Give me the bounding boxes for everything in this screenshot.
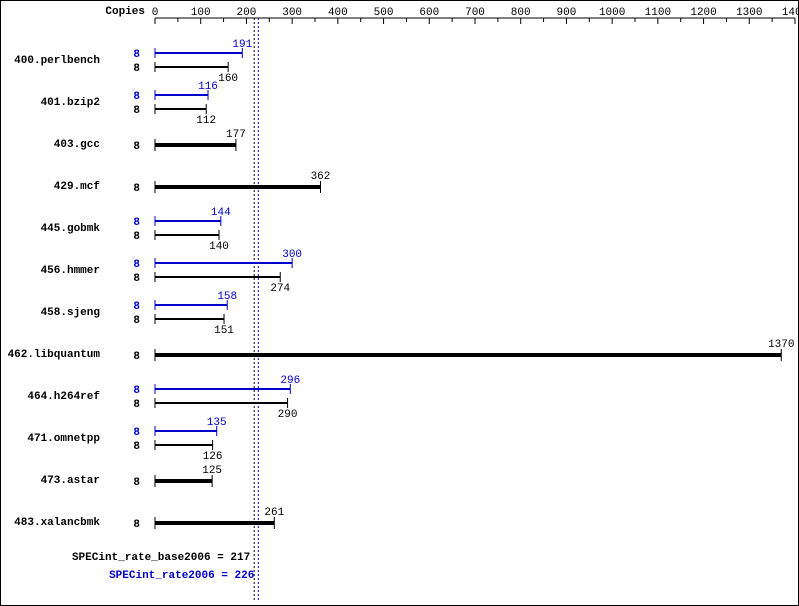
axis-tick-label: 100 [191, 7, 211, 19]
benchmark-name: 471.omnetpp [27, 433, 100, 445]
benchmark-name: 462.libquantum [8, 349, 101, 361]
copies-value: 8 [133, 315, 140, 327]
axis-tick-label: 500 [374, 7, 394, 19]
axis-tick-label: 400 [328, 7, 348, 19]
copies-value: 8 [133, 477, 140, 489]
bar-value-label: 135 [207, 417, 227, 429]
axis-tick-label: 1000 [599, 7, 625, 19]
bar-value-label: 300 [282, 249, 302, 261]
axis-tick-label: 1300 [736, 7, 762, 19]
axis-tick-label: 0 [152, 7, 159, 19]
benchmark-name: 400.perlbench [14, 55, 100, 67]
axis-tick-label: 200 [237, 7, 257, 19]
copies-value: 8 [133, 231, 140, 243]
bar-value-label: 140 [209, 241, 229, 253]
copies-value: 8 [133, 441, 140, 453]
benchmark-name: 403.gcc [54, 139, 100, 151]
bar-value-label: 125 [202, 465, 222, 477]
copies-value: 8 [133, 351, 140, 363]
bar-value-label: 126 [203, 451, 223, 463]
bar-value-label: 274 [270, 283, 290, 295]
chart-border [1, 1, 799, 606]
benchmark-name: 456.hmmer [41, 265, 100, 277]
copies-value: 8 [133, 301, 140, 313]
axis-tick-label: 300 [282, 7, 302, 19]
bar-value-label: 362 [311, 171, 331, 183]
copies-value: 8 [133, 183, 140, 195]
copies-value: 8 [133, 217, 140, 229]
axis-tick-label: 1200 [690, 7, 716, 19]
copies-value: 8 [133, 49, 140, 61]
copies-value: 8 [133, 259, 140, 271]
copies-value: 8 [133, 105, 140, 117]
benchmark-name: 401.bzip2 [41, 97, 100, 109]
bar-value-label: 261 [264, 507, 284, 519]
bar-value-label: 177 [226, 129, 246, 141]
copies-value: 8 [133, 273, 140, 285]
copies-value: 8 [133, 141, 140, 153]
benchmark-name: 445.gobmk [41, 223, 101, 235]
bar-value-label: 158 [217, 291, 237, 303]
bar-value-label: 191 [232, 39, 252, 51]
benchmark-name: 483.xalancbmk [14, 517, 100, 529]
bar-value-label: 151 [214, 325, 234, 337]
footer-base-label: SPECint_rate_base2006 = 217 [72, 552, 250, 564]
copies-value: 8 [133, 385, 140, 397]
axis-tick-label: 600 [419, 7, 439, 19]
bar-value-label: 116 [198, 81, 218, 93]
axis-tick-label: 900 [557, 7, 577, 19]
axis-tick-label: 800 [511, 7, 531, 19]
spec-benchmark-chart: 0 100 200 300 400 500 600 700 800 900 1000 1100 1200… [0, 0, 799, 606]
copies-value: 8 [133, 427, 140, 439]
footer-rate-label: SPECint_rate2006 = 226 [109, 570, 254, 582]
benchmark-name: 429.mcf [54, 181, 101, 193]
copies-value: 8 [133, 63, 140, 75]
axis-tick-label: 700 [465, 7, 485, 19]
axis-tick-label: 1100 [645, 7, 671, 19]
copies-value: 8 [133, 91, 140, 103]
benchmark-name: 464.h264ref [27, 391, 100, 403]
bar-value-label: 296 [280, 375, 300, 387]
bar-value-label: 290 [278, 409, 298, 421]
copies-header: Copies [105, 6, 145, 18]
copies-value: 8 [133, 399, 140, 411]
bar-value-label: 112 [196, 115, 216, 127]
axis-tick-label: 1400 [782, 7, 799, 19]
bar-value-label: 160 [218, 73, 238, 85]
benchmark-name: 458.sjeng [41, 307, 100, 319]
bar-value-label: 144 [211, 207, 231, 219]
bar-value-label: 1370 [768, 339, 794, 351]
copies-value: 8 [133, 519, 140, 531]
benchmark-name: 473.astar [41, 475, 100, 487]
